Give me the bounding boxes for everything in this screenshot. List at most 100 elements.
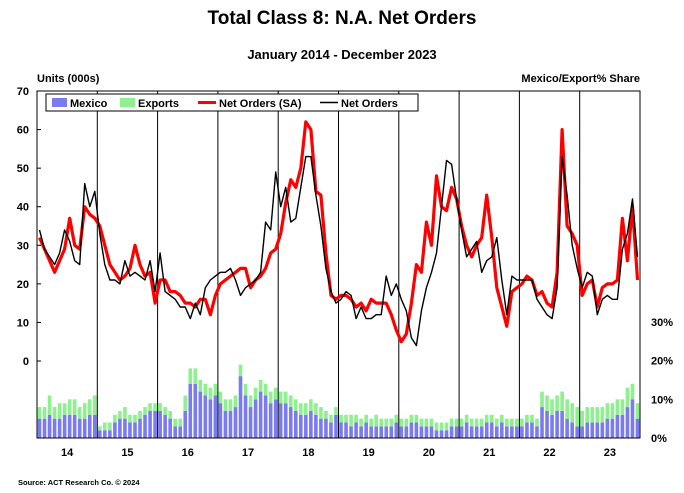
right-tick-label: 10% <box>651 394 673 406</box>
mexico-bar <box>635 418 640 438</box>
exports-bar <box>113 414 117 423</box>
mexico-bar <box>429 426 434 438</box>
left-axis: 70 60 50 40 30 20 10 0 <box>17 86 41 368</box>
mexico-bar <box>484 422 489 438</box>
mexico-bar <box>610 418 615 438</box>
mexico-bar <box>123 418 127 438</box>
exports-bar <box>484 414 489 423</box>
exports-bar <box>123 407 127 419</box>
mexico-bar <box>293 410 298 438</box>
mexico-bar <box>339 422 343 438</box>
exports-bar <box>515 418 519 427</box>
exports-bar <box>218 391 223 404</box>
mexico-bar <box>439 430 444 438</box>
exports-bar <box>545 395 549 411</box>
mexico-bar <box>62 414 67 438</box>
mexico-bar <box>299 414 303 438</box>
exports-bar <box>555 395 559 411</box>
exports-bar <box>394 414 399 423</box>
mexico-bar <box>288 407 293 438</box>
exports-bar <box>520 418 524 427</box>
exports-bar <box>500 414 504 423</box>
mexico-bar <box>268 403 273 438</box>
mexico-bar <box>585 422 590 438</box>
exports-bar <box>595 407 600 423</box>
mexico-bar <box>379 426 384 438</box>
mexico-bar <box>419 426 424 438</box>
exports-bar <box>253 387 258 400</box>
exports-bar <box>309 399 313 411</box>
mexico-bar <box>108 430 112 438</box>
mexico-bar <box>258 391 263 438</box>
x-tick-label: 19 <box>363 447 375 459</box>
legend-label: Mexico <box>70 98 108 110</box>
x-tick-label: 18 <box>302 447 314 459</box>
left-tick-label: 0 <box>23 356 29 368</box>
exports-bar <box>349 414 353 427</box>
exports-bar <box>625 387 630 408</box>
left-tick-label: 60 <box>17 125 29 137</box>
exports-bar <box>334 407 338 415</box>
exports-bar <box>384 418 389 427</box>
mexico-bar <box>143 414 147 438</box>
mexico-bar <box>560 410 564 438</box>
right-tick-label: 20% <box>651 356 673 368</box>
legend-swatch <box>120 98 135 107</box>
mexico-bar <box>128 422 132 438</box>
source-note: Source: ACT Research Co. © 2024 <box>18 478 140 487</box>
exports-bar <box>138 410 142 419</box>
exports-bar <box>550 399 554 415</box>
exports-bar <box>489 414 494 423</box>
x-tick-label: 22 <box>543 447 555 459</box>
right-axis-title: Mexico/Export% Share <box>521 73 640 85</box>
exports-bar <box>439 422 444 431</box>
plot-frame <box>36 90 641 439</box>
exports-bar <box>324 410 328 419</box>
left-tick-label: 10 <box>17 317 29 329</box>
mexico-bar <box>163 414 167 438</box>
exports-bar <box>605 403 610 419</box>
exports-bar <box>188 368 193 384</box>
mexico-bar <box>459 426 464 438</box>
mexico-bar <box>354 422 358 438</box>
exports-bar <box>505 418 509 427</box>
exports-bar <box>620 399 625 415</box>
mexico-bar <box>283 403 288 438</box>
exports-bar <box>47 395 52 415</box>
mexico-bar <box>304 414 308 438</box>
right-tick-label: 0% <box>651 433 667 445</box>
exports-bar <box>580 410 585 427</box>
chart-title: Total Class 8: N.A. Net Orders <box>207 8 477 29</box>
mexico-bar <box>359 426 363 438</box>
exports-bar <box>62 403 67 415</box>
exports-bar <box>87 399 92 415</box>
share-bars <box>37 364 640 438</box>
exports-bar <box>268 391 273 404</box>
exports-bar <box>575 407 579 427</box>
mexico-bar <box>248 407 253 438</box>
exports-bar <box>228 399 233 411</box>
mexico-bar <box>449 426 454 438</box>
mexico-bar <box>273 399 278 438</box>
exports-bar <box>560 391 564 411</box>
exports-bar <box>133 414 137 423</box>
left-tick-label: 50 <box>17 163 29 175</box>
mexico-bar <box>530 422 534 438</box>
mexico-bar <box>615 414 620 438</box>
mexico-bar <box>369 426 373 438</box>
mexico-bar <box>183 410 188 438</box>
exports-bar <box>565 399 569 419</box>
mexico-bar <box>630 399 635 438</box>
exports-bar <box>429 418 434 427</box>
exports-bar <box>369 418 373 427</box>
mexico-bar <box>324 418 328 438</box>
mexico-bar <box>555 410 559 438</box>
mexico-bar <box>148 410 152 438</box>
mexico-bar <box>319 418 323 438</box>
exports-bar <box>374 414 378 427</box>
mexico-bar <box>525 422 529 438</box>
exports-bar <box>535 418 539 427</box>
exports-bar <box>469 418 474 427</box>
mexico-bar <box>489 422 494 438</box>
